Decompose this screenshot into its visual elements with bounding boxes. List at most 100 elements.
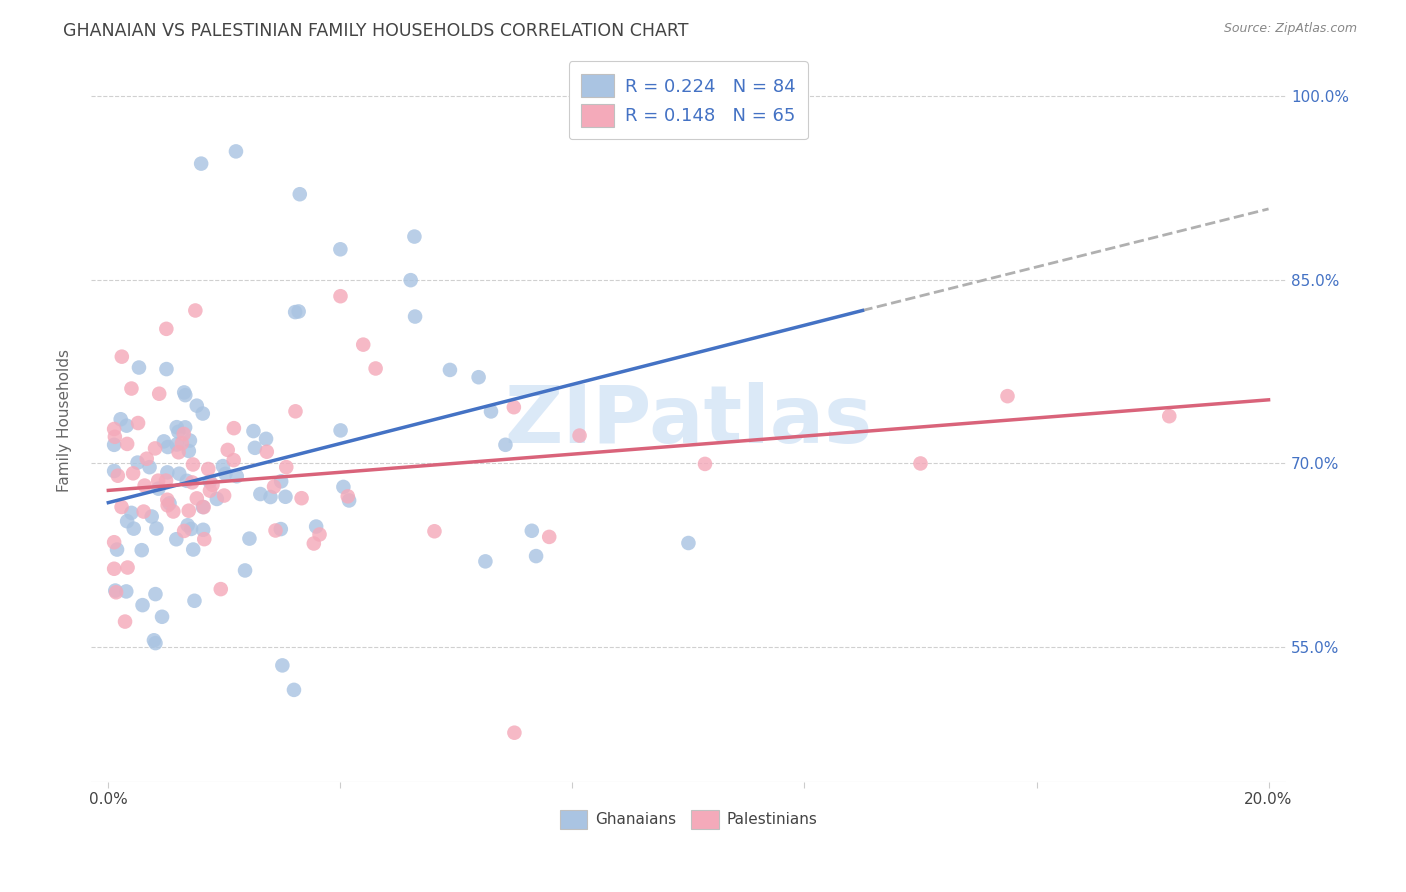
Point <box>910 457 932 471</box>
Point <box>352 337 374 351</box>
Point <box>173 426 195 441</box>
Point <box>502 400 524 414</box>
Point <box>115 514 138 528</box>
Text: GHANAIAN VS PALESTINIAN FAMILY HOUSEHOLDS CORRELATION CHART: GHANAIAN VS PALESTINIAN FAMILY HOUSEHOLD… <box>63 22 689 40</box>
Point <box>156 499 179 513</box>
Point <box>105 542 128 557</box>
Point <box>169 467 191 481</box>
Point <box>176 474 198 488</box>
Point <box>997 389 1019 403</box>
Point <box>503 725 526 739</box>
Point <box>259 490 281 504</box>
Point <box>120 506 142 520</box>
Point <box>271 658 294 673</box>
Point <box>678 536 700 550</box>
Point <box>233 564 256 578</box>
Point <box>104 430 127 444</box>
Point <box>190 156 212 170</box>
Point <box>193 500 215 515</box>
Point <box>287 304 309 318</box>
Point <box>276 460 298 475</box>
Point <box>693 457 716 471</box>
Point <box>176 518 198 533</box>
Point <box>474 554 496 568</box>
Point <box>145 636 167 650</box>
Point <box>103 562 125 576</box>
Point <box>222 421 245 435</box>
Point <box>103 422 125 436</box>
Point <box>283 682 305 697</box>
Point <box>104 583 127 598</box>
Point <box>177 444 200 458</box>
Point <box>524 549 547 563</box>
Point <box>143 442 166 456</box>
Point <box>117 560 139 574</box>
Point <box>127 416 149 430</box>
Point <box>156 440 179 454</box>
Point <box>131 598 153 612</box>
Point <box>364 361 387 376</box>
Point <box>302 536 325 550</box>
Point <box>181 458 204 472</box>
Point <box>191 407 214 421</box>
Point <box>138 460 160 475</box>
Point <box>127 456 149 470</box>
Point <box>155 474 177 488</box>
Point <box>214 467 236 481</box>
Text: ZIPatlas: ZIPatlas <box>505 382 873 459</box>
Point <box>128 360 150 375</box>
Point <box>242 424 264 438</box>
Point <box>174 388 197 402</box>
Point <box>238 532 260 546</box>
Point <box>105 585 128 599</box>
Point <box>404 229 426 244</box>
Point <box>150 609 173 624</box>
Point <box>212 489 235 503</box>
Point <box>270 522 292 536</box>
Point <box>115 437 138 451</box>
Point <box>222 453 245 467</box>
Point <box>148 386 170 401</box>
Point <box>538 530 561 544</box>
Point <box>111 350 134 364</box>
Point <box>103 438 125 452</box>
Point <box>494 438 516 452</box>
Point <box>209 582 232 596</box>
Point <box>183 594 205 608</box>
Point <box>153 434 176 449</box>
Point <box>225 469 247 483</box>
Point <box>205 491 228 506</box>
Point <box>114 615 136 629</box>
Point <box>181 475 204 490</box>
Point <box>155 362 177 376</box>
Point <box>212 459 235 474</box>
Point <box>256 444 278 458</box>
Point <box>141 509 163 524</box>
Point <box>145 587 167 601</box>
Point <box>122 522 145 536</box>
Point <box>439 363 461 377</box>
Point <box>198 483 221 498</box>
Point <box>159 496 181 510</box>
Point <box>243 441 266 455</box>
Point <box>337 493 360 508</box>
Point <box>197 462 219 476</box>
Point <box>131 543 153 558</box>
Point <box>1159 409 1181 424</box>
Point <box>520 524 543 538</box>
Point <box>336 489 359 503</box>
Point <box>249 487 271 501</box>
Point <box>156 492 179 507</box>
Point <box>254 432 277 446</box>
Legend: Ghanaians, Palestinians: Ghanaians, Palestinians <box>554 804 824 836</box>
Point <box>467 370 489 384</box>
Point <box>146 474 169 488</box>
Point <box>191 523 214 537</box>
Point <box>184 303 207 318</box>
Point <box>198 475 221 489</box>
Point <box>166 420 188 434</box>
Point <box>332 480 354 494</box>
Point <box>134 478 156 492</box>
Point <box>174 420 197 434</box>
Point <box>305 519 328 533</box>
